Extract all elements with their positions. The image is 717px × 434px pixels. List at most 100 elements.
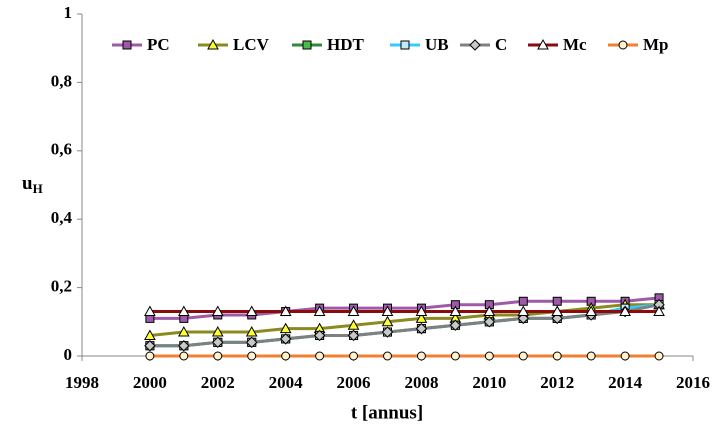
- marker: [383, 351, 392, 361]
- legend-label: Mp: [643, 35, 669, 54]
- marker: [618, 40, 628, 50]
- x-tick-label: 1998: [65, 373, 99, 392]
- marker: [415, 312, 428, 323]
- y-axis-label-main: u: [22, 173, 33, 194]
- x-tick-label: 2002: [201, 373, 235, 392]
- legend-label: C: [495, 35, 507, 54]
- marker: [245, 305, 258, 317]
- marker: [349, 351, 359, 361]
- legend-item: LCV: [198, 35, 270, 54]
- marker: [585, 305, 598, 317]
- marker: [517, 305, 530, 317]
- x-tick-label: 2016: [676, 373, 710, 392]
- marker: [586, 351, 596, 361]
- marker: [469, 39, 481, 51]
- marker: [279, 322, 292, 334]
- marker: [178, 340, 190, 352]
- marker: [279, 305, 292, 317]
- y-axis-label-subscript: H: [33, 181, 43, 196]
- series-line: [149, 303, 660, 348]
- marker: [144, 340, 156, 352]
- marker: [620, 351, 630, 361]
- marker: [347, 319, 360, 330]
- marker: [279, 333, 292, 345]
- marker: [415, 305, 428, 317]
- marker: [207, 38, 219, 50]
- x-tick-label: 2006: [337, 373, 371, 392]
- legend-label: HDT: [327, 35, 365, 54]
- x-tick-label: 2004: [269, 373, 304, 392]
- marker: [247, 351, 257, 361]
- marker: [484, 351, 494, 361]
- marker: [483, 316, 496, 328]
- marker: [145, 351, 155, 361]
- marker: [619, 305, 631, 317]
- series: [144, 305, 665, 317]
- legend-label: UB: [425, 35, 449, 54]
- marker: [551, 305, 564, 317]
- marker: [213, 351, 223, 361]
- legend-item: Mc: [528, 35, 587, 54]
- marker: [653, 305, 665, 317]
- marker: [246, 336, 258, 349]
- series-line: [149, 296, 660, 320]
- marker: [212, 336, 224, 349]
- legend-item: Mp: [608, 35, 669, 54]
- marker: [302, 40, 312, 50]
- y-axis-label: uH: [22, 173, 43, 196]
- marker: [347, 329, 360, 342]
- legend-label: PC: [147, 35, 170, 54]
- marker: [518, 296, 528, 306]
- marker: [144, 329, 156, 340]
- x-tick-label: 2010: [472, 373, 506, 392]
- marker: [518, 351, 528, 361]
- series: [144, 298, 665, 340]
- y-tick-label: 0,8: [51, 71, 72, 90]
- series: [145, 351, 664, 361]
- marker: [449, 319, 462, 331]
- x-tick-label: 2014: [608, 373, 643, 392]
- y-tick-label: 0,2: [51, 277, 72, 296]
- legend-label: Mc: [563, 35, 587, 54]
- marker: [415, 322, 428, 335]
- legend-item: PC: [112, 35, 170, 54]
- marker: [313, 329, 326, 342]
- marker: [400, 40, 410, 50]
- legend-item: C: [460, 35, 507, 54]
- marker: [211, 305, 224, 317]
- marker: [381, 326, 394, 338]
- marker: [144, 305, 156, 317]
- marker: [537, 38, 549, 50]
- marker: [552, 351, 562, 361]
- legend-item: UB: [390, 35, 449, 54]
- marker: [313, 305, 326, 317]
- marker: [416, 351, 426, 361]
- marker: [552, 296, 562, 306]
- marker: [177, 305, 190, 317]
- series-line: [149, 303, 660, 337]
- marker: [245, 326, 258, 337]
- marker: [483, 305, 496, 317]
- x-tick-label: 2008: [404, 373, 438, 392]
- y-tick-label: 0: [64, 345, 73, 364]
- marker: [122, 40, 132, 50]
- marker: [381, 305, 394, 317]
- y-tick-label: 1: [64, 3, 73, 22]
- marker: [654, 351, 664, 361]
- marker: [347, 305, 360, 317]
- marker: [381, 315, 394, 327]
- x-tick-label: 2012: [540, 373, 574, 392]
- marker: [177, 326, 190, 337]
- y-tick-label: 0,6: [51, 140, 72, 159]
- marker: [449, 305, 462, 317]
- marker: [450, 351, 460, 361]
- x-axis-label: t [annus]: [351, 402, 423, 423]
- marker: [281, 351, 291, 361]
- y-tick-label: 0,4: [51, 208, 73, 227]
- marker: [211, 326, 224, 337]
- legend-item: HDT: [292, 35, 365, 54]
- marker: [315, 351, 325, 361]
- marker: [179, 351, 189, 361]
- legend-label: LCV: [233, 35, 270, 54]
